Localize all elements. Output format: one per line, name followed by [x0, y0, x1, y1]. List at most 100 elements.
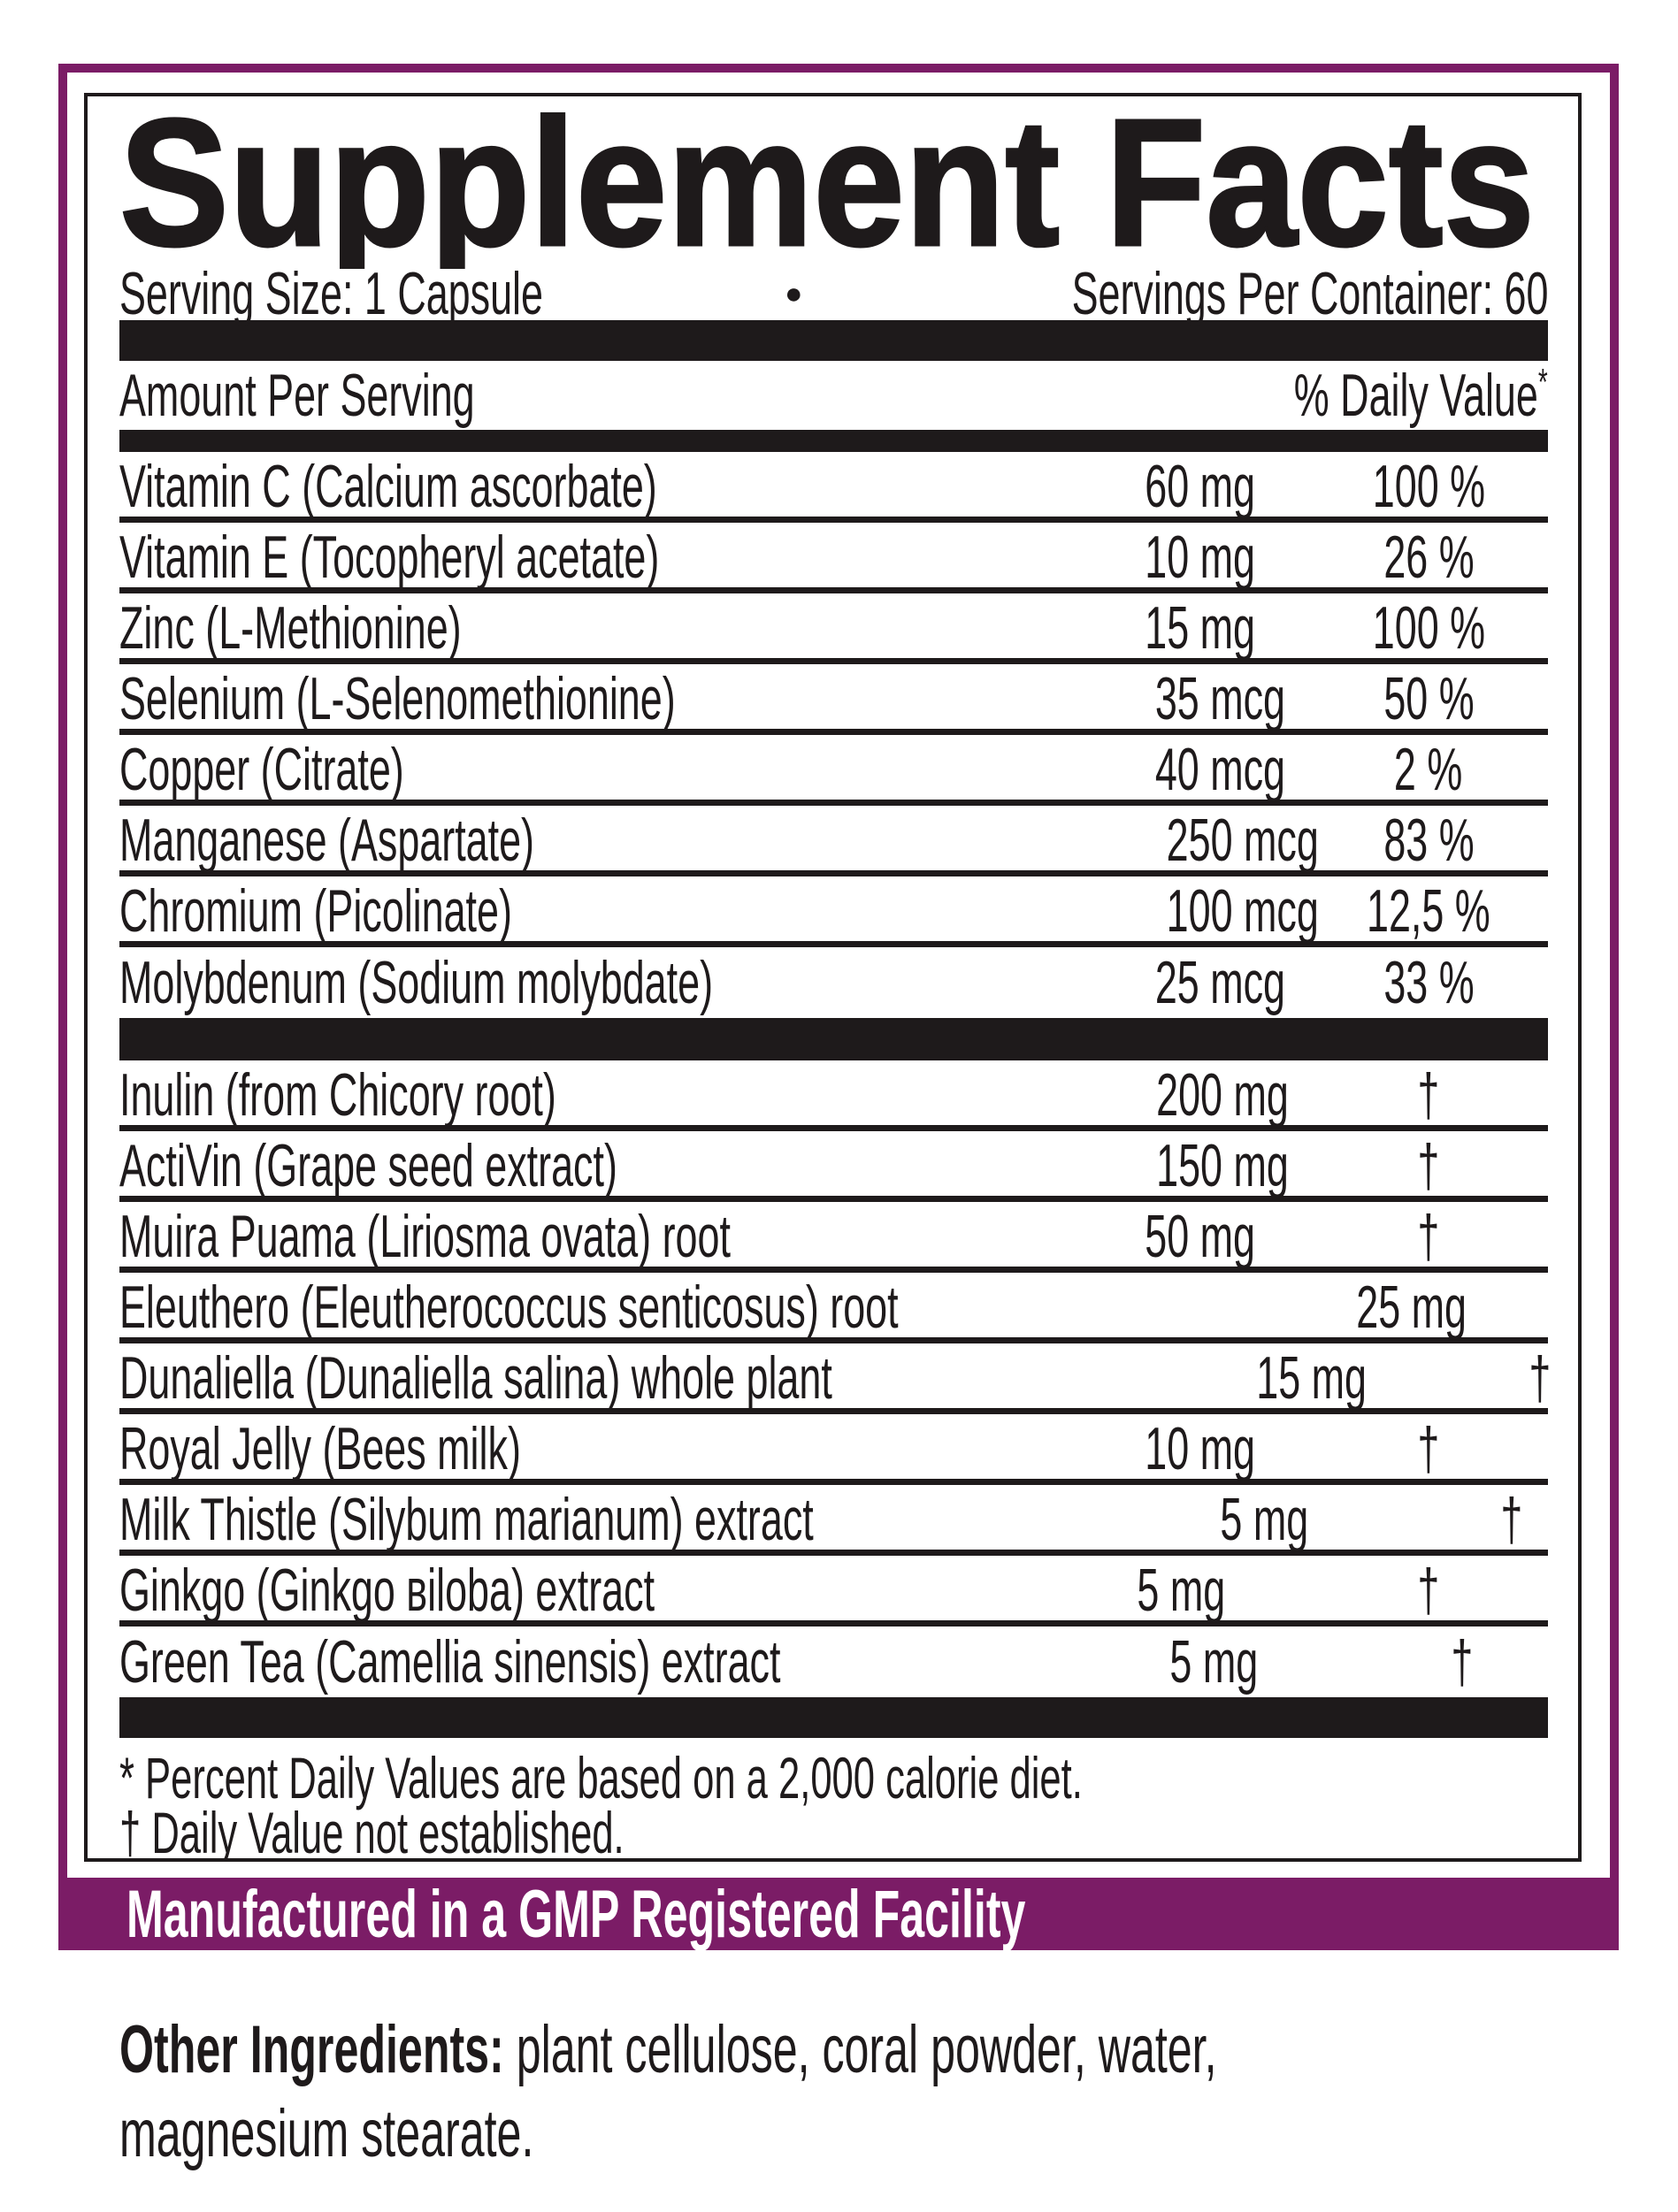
- ingredient-daily-value-cell: 50 %: [1309, 664, 1548, 733]
- ingredient-name-cell: Copper (Citrate): [119, 735, 1088, 804]
- ingredient-name-cell: Zinc (L-Methionine): [119, 593, 1088, 662]
- ingredient-daily-value: †: [1500, 1486, 1523, 1553]
- ingredient-amount-cell: 60 mg: [1088, 452, 1309, 521]
- ingredient-amount: 100 mcg: [1166, 877, 1319, 945]
- ingredient-amount-cell: 10 mg: [1088, 523, 1309, 592]
- ingredient-name: ActiVin (Grape seed extract): [119, 1132, 617, 1199]
- ingredient-amount-cell: 40 mcg: [1088, 735, 1309, 804]
- ingredient-amount-cell: 50 mg: [1088, 1202, 1309, 1271]
- ingredient-amount-cell: 15 mg: [1199, 1343, 1421, 1412]
- gmp-banner-text: Manufactured in a GMP Registered Facilit…: [126, 1876, 1026, 1952]
- ingredient-name: Eleuthero (Eleutherococcus senticosus) r…: [119, 1274, 899, 1341]
- ingredient-name: Copper (Citrate): [119, 736, 404, 803]
- title-wrap: Supplement Facts: [119, 105, 1536, 269]
- serving-size-label: Serving Size: 1 Capsule: [119, 260, 543, 327]
- table-row: Zinc (L-Methionine) 15 mg 100 %: [119, 593, 1548, 664]
- ingredient-amount: 5 mg: [1169, 1628, 1259, 1695]
- ingredient-amount-cell: 35 mcg: [1088, 664, 1309, 733]
- ingredient-name-cell: Milk Thistle (Silybum marianum) extract: [119, 1485, 1171, 1554]
- ingredient-daily-value: 83 %: [1383, 807, 1475, 874]
- ingredient-name-cell: Dunaliella (Dunaliella salina) whole pla…: [119, 1343, 1199, 1412]
- ingredient-name: Muira Puama (Liriosma ovata) root: [119, 1203, 731, 1270]
- divider-bar-bottom: [119, 1697, 1548, 1738]
- ingredient-daily-value-cell: †: [1309, 1202, 1548, 1271]
- bullet-separator-icon: ●: [785, 277, 803, 310]
- ingredient-daily-value: †: [1417, 1132, 1440, 1199]
- table-row: Muira Puama (Liriosma ovata) root 50 mg †: [119, 1202, 1548, 1273]
- ingredient-daily-value: 2 %: [1394, 736, 1463, 803]
- ingredient-amount: 35 mcg: [1154, 665, 1285, 732]
- ingredient-name: Green Tea (Camellia sinensis) extract: [119, 1628, 781, 1695]
- ingredient-daily-value: †: [1417, 1203, 1440, 1270]
- ingredient-name-cell: Vitamin E (Tocopheryl acetate): [119, 523, 1088, 592]
- ingredient-name-cell: Inulin (from Chicory root): [119, 1060, 1088, 1129]
- divider-bar-middle: [119, 1018, 1548, 1060]
- ingredient-name-cell: Green Tea (Camellia sinensis) extract: [119, 1627, 1122, 1696]
- table-row: Ginkgo (Ginkgo вiloba) extract 5 mg †: [119, 1556, 1548, 1626]
- ingredient-amount-cell: 5 mg: [1122, 1627, 1343, 1696]
- botanicals-section: Inulin (from Chicory root) 200 mg † ActiVin…: [119, 1060, 1551, 1697]
- ingredient-amount-cell: 15 mg: [1088, 593, 1309, 662]
- table-row: Royal Jelly (Bees milk) 10 mg †: [119, 1414, 1548, 1485]
- table-row: Green Tea (Camellia sinensis) extract 5 m…: [119, 1626, 1548, 1697]
- ingredient-amount-cell: 10 mg: [1088, 1414, 1309, 1483]
- ingredient-amount: 200 mg: [1156, 1061, 1289, 1129]
- ingredient-name: Vitamin C (Calcium ascorbate): [119, 453, 657, 520]
- ingredient-name: Inulin (from Chicory root): [119, 1061, 556, 1129]
- asterisk-mark: *: [1538, 361, 1548, 403]
- ingredient-name-cell: Vitamin C (Calcium ascorbate): [119, 452, 1088, 521]
- ingredient-daily-value: 26 %: [1383, 524, 1475, 591]
- ingredient-amount: 250 mcg: [1166, 807, 1319, 874]
- ingredient-name-cell: Royal Jelly (Bees milk): [119, 1414, 1088, 1483]
- ingredient-daily-value: 100 %: [1372, 453, 1485, 520]
- ingredient-daily-value-cell: †: [1309, 1414, 1548, 1483]
- footnotes: * Percent Daily Values are based on a 2,…: [119, 1749, 1548, 1862]
- ingredient-amount: 150 mg: [1156, 1132, 1289, 1199]
- serving-row: Serving Size: 1 Capsule ● Servings Per C…: [119, 260, 1548, 327]
- ingredient-amount: 15 mg: [1256, 1344, 1367, 1412]
- divider-bar-top: [119, 320, 1548, 361]
- ingredient-daily-value-cell: 100 %: [1309, 593, 1548, 662]
- label-frame: Supplement Facts Serving Size: 1 Capsule…: [58, 64, 1619, 1952]
- footnote-dagger: † Daily Value not established.: [119, 1800, 624, 1862]
- table-row: ActiVin (Grape seed extract) 150 mg †: [119, 1131, 1548, 1202]
- ingredient-name-cell: Muira Puama (Liriosma ovata) root: [119, 1202, 1088, 1271]
- ingredient-amount: 50 mg: [1145, 1203, 1255, 1270]
- ingredient-daily-value-cell: †: [1392, 1485, 1578, 1554]
- ingredient-daily-value: 100 %: [1372, 594, 1485, 662]
- ingredient-amount: 10 mg: [1145, 524, 1255, 591]
- ingredient-daily-value: 12,5 %: [1367, 877, 1490, 945]
- ingredient-daily-value-cell: 33 %: [1309, 948, 1548, 1017]
- ingredient-name: Molybdenum (Sodium molybdate): [119, 949, 714, 1016]
- table-row: Inulin (from Chicory root) 200 mg †: [119, 1060, 1548, 1131]
- ingredient-daily-value-cell: †: [1343, 1627, 1578, 1696]
- ingredient-name-cell: Eleuthero (Eleutherococcus senticosus) r…: [119, 1273, 1299, 1342]
- ingredient-amount: 5 mg: [1137, 1557, 1225, 1624]
- other-ingredients-label: Other Ingredients:: [119, 2012, 504, 2087]
- daily-value-header: % Daily Value*: [1294, 361, 1548, 430]
- ingredient-name: Vitamin E (Tocopheryl acetate): [119, 524, 660, 591]
- ingredient-amount: 60 mg: [1145, 453, 1255, 520]
- ingredient-name: Zinc (L-Methionine): [119, 594, 462, 662]
- table-row: Eleuthero (Eleutherococcus senticosus) r…: [119, 1273, 1548, 1343]
- ingredient-name: Milk Thistle (Silybum marianum) extract: [119, 1486, 814, 1553]
- ingredient-amount: 15 mg: [1145, 594, 1255, 662]
- ingredient-amount-cell: 250 mcg: [1088, 806, 1319, 875]
- ingredient-amount-cell: 25 mg: [1299, 1273, 1521, 1342]
- daily-value-header-text: % Daily Value: [1294, 362, 1539, 429]
- ingredient-name-cell: Manganese (Aspartate): [119, 806, 1088, 875]
- ingredient-daily-value-cell: †: [1421, 1343, 1578, 1412]
- ingredient-name-cell: ActiVin (Grape seed extract): [119, 1131, 1088, 1200]
- other-ingredients-text: plant cellulose, coral powder, water, ma…: [119, 2012, 1217, 2171]
- ingredient-name: Manganese (Aspartate): [119, 807, 535, 874]
- table-row: Vitamin C (Calcium ascorbate) 60 mg 100 %: [119, 452, 1548, 523]
- table-row: Manganese (Aspartate) 250 mcg 83 %: [119, 806, 1548, 876]
- ingredient-name: Royal Jelly (Bees milk): [119, 1415, 521, 1482]
- ingredient-daily-value: †: [1417, 1557, 1440, 1624]
- ingredient-name: Chromium (Picolinate): [119, 877, 512, 945]
- ingredient-daily-value: 50 %: [1383, 665, 1475, 732]
- ingredient-daily-value: †: [1417, 1061, 1440, 1129]
- ingredient-daily-value: 33 %: [1383, 949, 1475, 1016]
- ingredient-daily-value-cell: 83 %: [1309, 806, 1548, 875]
